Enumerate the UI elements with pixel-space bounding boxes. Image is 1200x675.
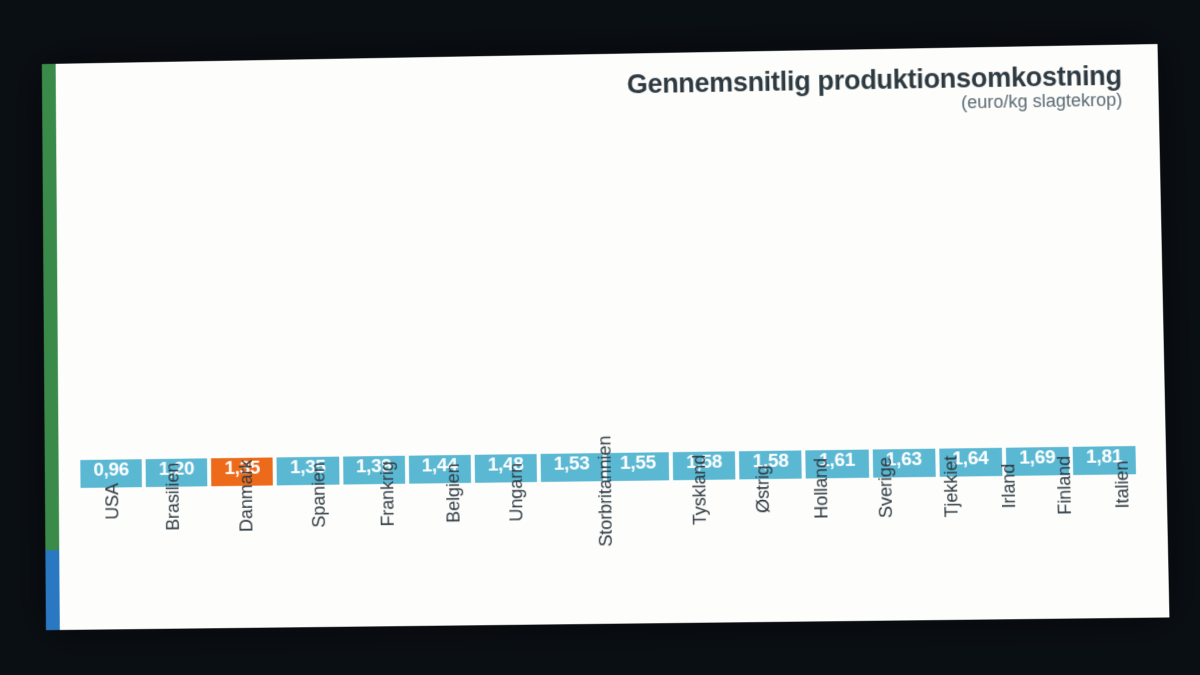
label-cell: Spanien: [276, 494, 342, 619]
label-cell: Finland: [1025, 485, 1087, 611]
bar-label: Storbritannien: [594, 435, 617, 546]
bar-wrap: 1,55: [607, 452, 670, 481]
bar-wrap: 1,53: [540, 453, 603, 482]
bar-label: Ungarn: [506, 462, 528, 521]
label-cell: USA: [81, 497, 126, 621]
label-cell: Ungarn: [477, 492, 537, 617]
bar-label: Østrig: [752, 465, 774, 513]
label-cell: Østrig: [729, 488, 779, 613]
label-cell: Tyskland: [654, 489, 726, 615]
label-cell: Frankrig: [345, 493, 411, 618]
bar-label: Belgien: [443, 463, 465, 523]
bar-value: 1,53: [554, 453, 590, 482]
bar-label: Finland: [1054, 455, 1076, 514]
accent-stripe: [42, 63, 60, 629]
label-cell: Brasilien: [129, 496, 198, 621]
bar-label: Tyskland: [689, 454, 711, 525]
label-cell: Belgien: [414, 492, 475, 617]
accent-stripe-green: [42, 63, 59, 549]
bar-label: Italien: [1112, 460, 1134, 508]
labels-container: USABrasilienDanmarkSpanienFrankrigBelgie…: [81, 478, 1139, 621]
bar-label: Frankrig: [377, 461, 399, 527]
bar-label: Sverige: [875, 457, 897, 518]
bar-value: 1,55: [620, 452, 656, 481]
bar: 1,55: [607, 452, 670, 481]
bar: 1,53: [540, 453, 603, 482]
bar-label: Holland: [810, 457, 832, 518]
label-cell: Sverige: [845, 487, 908, 613]
label-cell: Storbritannien: [540, 490, 653, 616]
label-cell: Tjekkiet: [910, 486, 974, 612]
bar-label: Tjekkiet: [940, 455, 962, 517]
accent-stripe-blue: [45, 550, 59, 630]
label-cell: Irland: [976, 485, 1023, 611]
label-cell: Italien: [1088, 484, 1139, 610]
label-cell: Danmark: [200, 495, 273, 620]
bar-label: Spanien: [308, 462, 330, 528]
production-cost-chart: Gennemsnitlig produktionsomkostning (eur…: [77, 60, 1138, 621]
label-cell: Holland: [781, 488, 844, 614]
bar-value: 1,69: [1019, 447, 1056, 476]
bar-label: Danmark: [236, 459, 258, 532]
presentation-slide: Gennemsnitlig produktionsomkostning (eur…: [42, 44, 1170, 630]
bar-label: USA: [103, 475, 124, 520]
bar-label: Brasilien: [162, 462, 183, 530]
chart-header: Gennemsnitlig produktionsomkostning (eur…: [77, 60, 1128, 128]
bar-label: Irland: [998, 463, 1020, 508]
